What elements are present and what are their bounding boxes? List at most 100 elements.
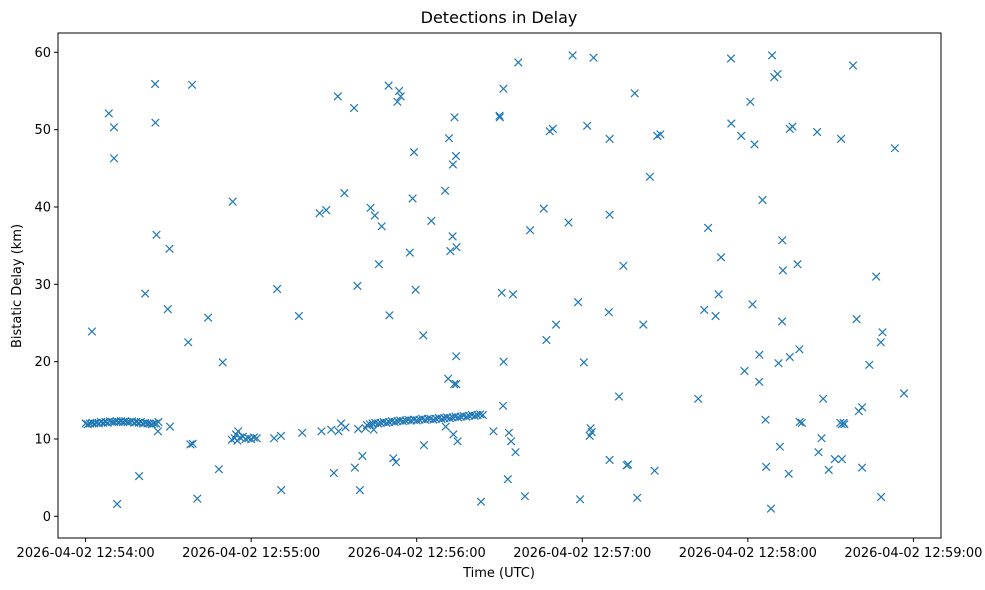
data-point-137 [370, 211, 380, 220]
data-point-173 [497, 288, 506, 298]
data-point-237 [774, 358, 783, 368]
data-point-109 [228, 197, 237, 206]
data-point-83 [470, 411, 479, 421]
data-point-248 [795, 417, 804, 427]
data-point-166 [451, 352, 461, 361]
data-point-136 [369, 425, 378, 434]
data-point-255 [830, 454, 840, 464]
data-point-214 [656, 130, 665, 139]
data-point-132 [355, 485, 365, 495]
data-point-193 [575, 495, 585, 504]
x-tick-label: 2026-04-02 12:59:00 [844, 546, 982, 561]
y-tick-label: 0 [43, 510, 51, 525]
data-point-68 [429, 415, 438, 424]
data-point-243 [785, 352, 795, 362]
data-point-208 [630, 89, 639, 98]
data-point-162 [449, 379, 459, 389]
data-point-114 [276, 431, 286, 441]
data-point-138 [374, 259, 384, 269]
data-point-93 [140, 289, 150, 298]
y-axis-label: Bistatic Delay (km) [10, 224, 25, 348]
data-point-54 [390, 417, 399, 427]
data-point-179 [506, 437, 516, 446]
data-point-144 [393, 97, 402, 107]
data-point-112 [269, 433, 279, 443]
data-point-91 [112, 499, 122, 509]
data-point-106 [203, 313, 213, 322]
data-point-51 [382, 418, 391, 428]
data-point-252 [817, 433, 826, 443]
data-point-129 [350, 463, 360, 472]
data-point-247 [795, 345, 804, 354]
data-point-241 [778, 266, 788, 275]
data-point-74 [445, 413, 455, 423]
data-point-223 [736, 131, 746, 141]
data-point-43 [252, 433, 261, 443]
data-point-200 [604, 307, 614, 317]
data-point-158 [446, 246, 455, 256]
x-tick-label: 2026-04-02 12:55:00 [182, 546, 320, 561]
data-point-172 [495, 113, 505, 122]
data-point-181 [511, 447, 520, 457]
data-point-167 [452, 242, 461, 252]
data-point-133 [358, 451, 367, 461]
y-tick-label: 60 [34, 46, 51, 61]
data-point-234 [767, 51, 777, 60]
data-point-269 [876, 338, 886, 347]
y-tick-label: 50 [34, 123, 51, 138]
data-point-153 [427, 216, 436, 226]
data-point-221 [726, 54, 736, 63]
data-point-130 [353, 281, 362, 291]
data-point-272 [890, 143, 900, 153]
data-point-182 [514, 58, 523, 67]
data-point-263 [852, 314, 861, 324]
data-point-135 [366, 203, 375, 213]
x-tick-label: 2026-04-02 12:58:00 [679, 546, 817, 561]
y-tick-label: 20 [34, 355, 51, 370]
data-point-164 [451, 151, 461, 161]
data-point-139 [377, 222, 386, 231]
data-point-228 [754, 377, 764, 387]
data-point-251 [814, 447, 823, 457]
data-point-42 [249, 433, 259, 442]
data-point-250 [812, 127, 822, 137]
data-point-177 [503, 474, 513, 484]
data-point-105 [193, 494, 202, 503]
data-point-209 [632, 493, 642, 503]
data-point-201 [605, 134, 614, 144]
data-point-236 [773, 69, 782, 79]
data-point-124 [334, 427, 343, 436]
data-point-123 [333, 92, 343, 101]
data-point-245 [788, 122, 797, 131]
x-axis-ticks: 2026-04-02 12:54:00 2026-04-02 12:55:00 20… [17, 538, 982, 561]
data-point-265 [857, 403, 867, 412]
data-point-261 [840, 420, 849, 429]
data-point-174 [498, 401, 508, 411]
data-point-183 [520, 491, 530, 501]
data-point-95 [151, 118, 160, 127]
data-point-120 [321, 205, 331, 215]
data-point-128 [349, 103, 359, 113]
data-point-254 [824, 465, 833, 475]
data-point-107 [214, 464, 224, 474]
data-point-231 [761, 415, 770, 424]
data-point-268 [871, 272, 881, 281]
data-point-86 [478, 410, 488, 420]
data-point-102 [186, 440, 195, 449]
data-point-113 [272, 284, 282, 294]
x-tick-label: 2026-04-02 12:54:00 [17, 546, 155, 561]
data-point-97 [153, 427, 163, 436]
data-point-190 [564, 218, 573, 227]
data-point-271 [878, 328, 887, 337]
data-point-152 [419, 440, 429, 450]
data-point-103 [187, 80, 197, 90]
data-point-202 [605, 210, 614, 219]
x-tick-label: 2026-04-02 12:56:00 [348, 546, 486, 561]
data-point-246 [793, 259, 802, 269]
data-point-131 [353, 424, 363, 434]
data-point-203 [605, 455, 614, 465]
plot-frame [57, 32, 942, 539]
x-tick-label: 2026-04-02 12:57:00 [513, 546, 651, 561]
data-point-240 [778, 236, 787, 245]
